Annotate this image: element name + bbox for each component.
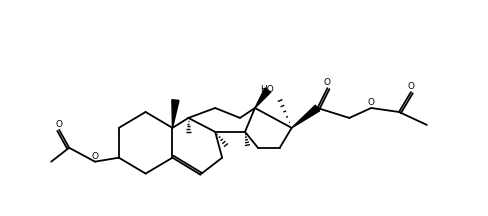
Polygon shape (292, 105, 320, 128)
Polygon shape (255, 88, 271, 108)
Text: O: O (91, 152, 99, 161)
Text: O: O (324, 78, 331, 87)
Polygon shape (172, 100, 179, 128)
Text: O: O (367, 98, 375, 107)
Text: O: O (407, 82, 414, 91)
Text: HO: HO (260, 85, 274, 94)
Text: O: O (56, 120, 62, 129)
